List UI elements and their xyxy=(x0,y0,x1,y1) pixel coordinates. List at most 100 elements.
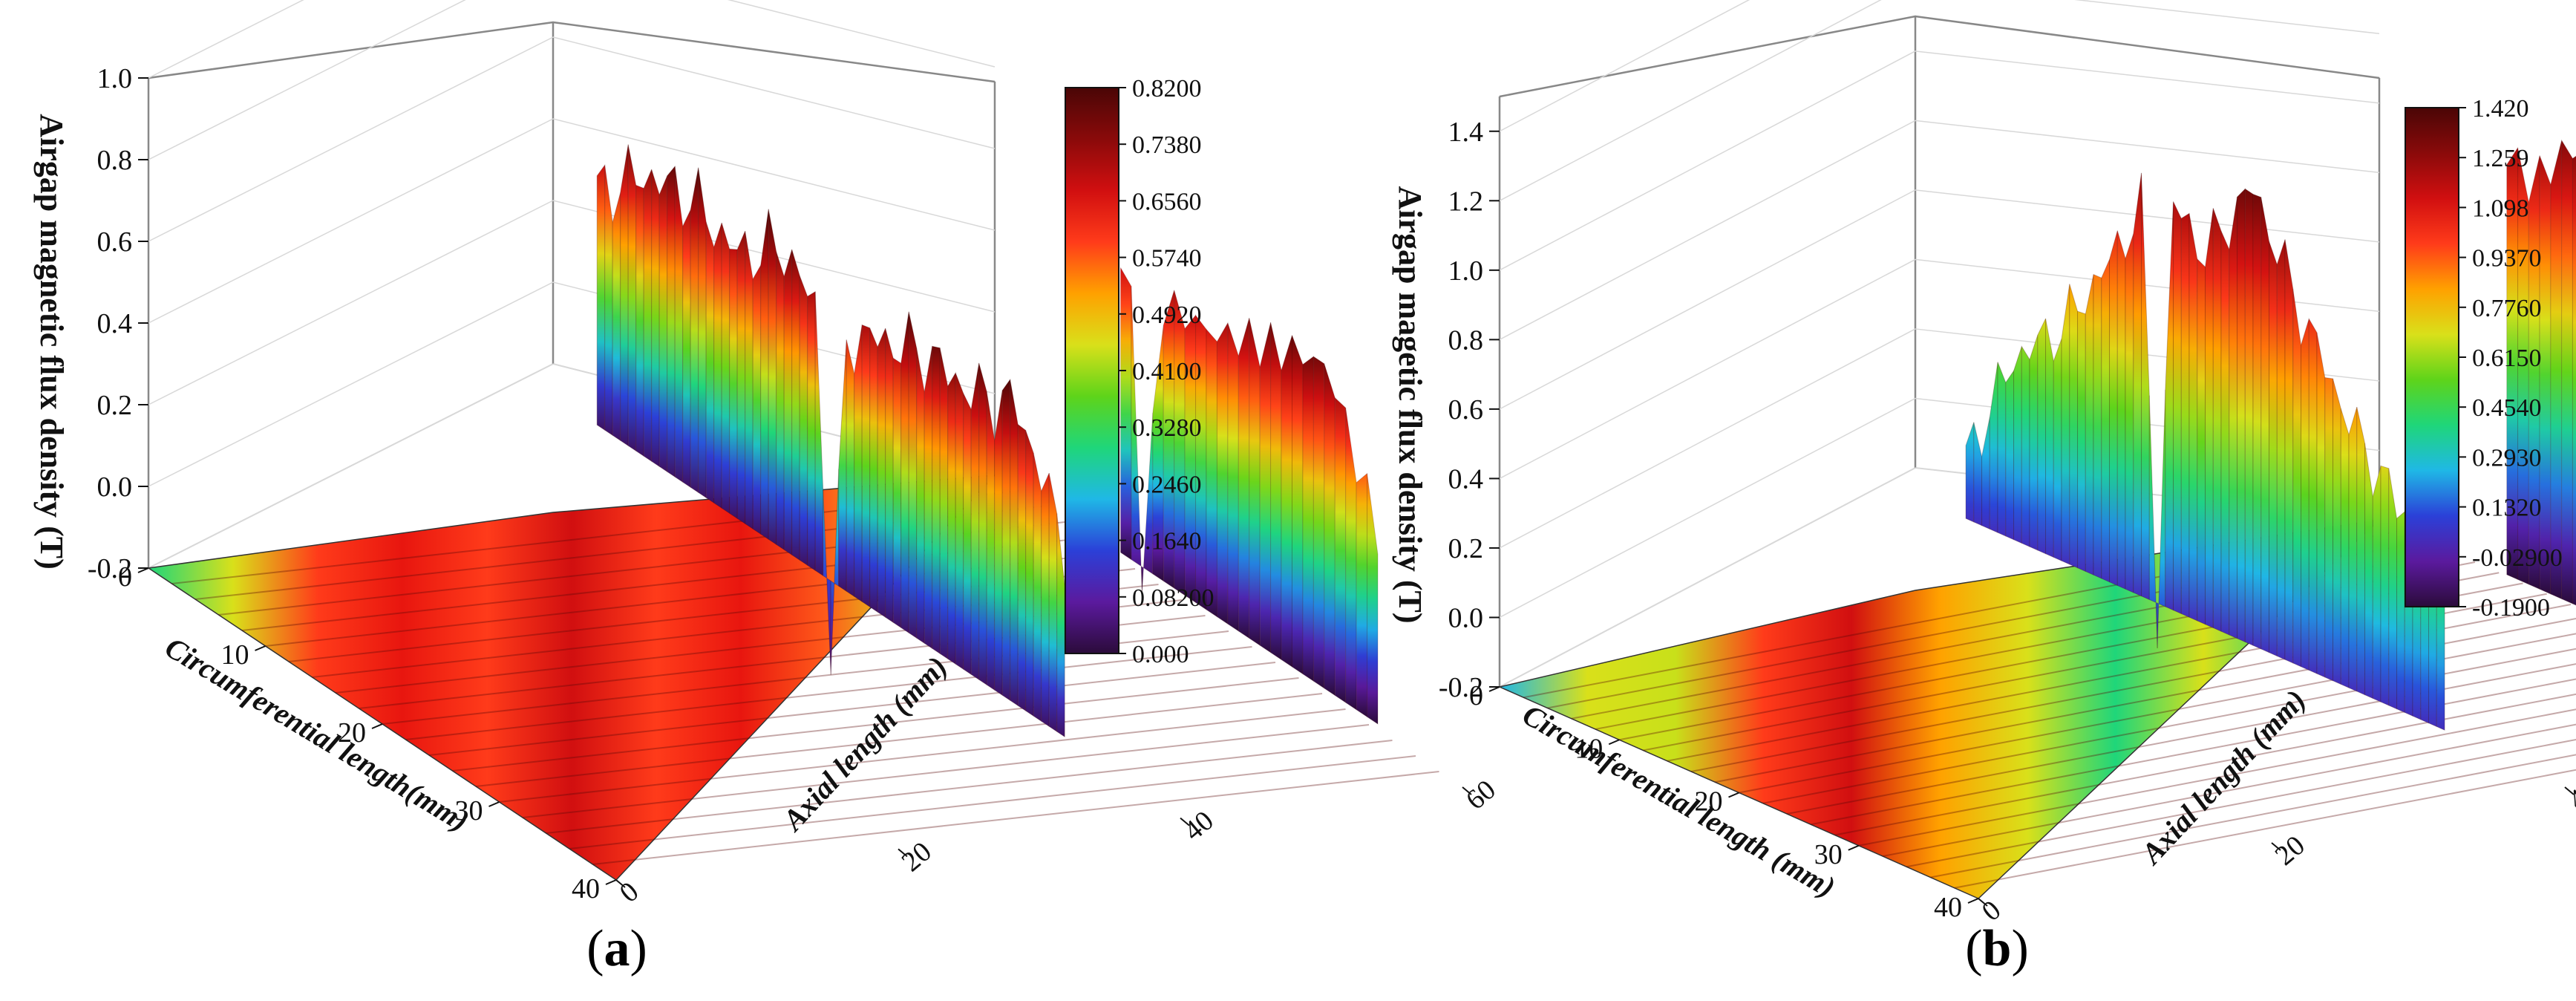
surface-front-face xyxy=(1238,318,1250,639)
x-tick-mark xyxy=(1848,844,1860,851)
y-tick-label: 20 xyxy=(896,836,938,878)
surface-front-face xyxy=(1270,322,1282,661)
surface-ribbon xyxy=(2333,378,2341,685)
x-tick-label: 20 xyxy=(1695,786,1723,818)
y-tick-label: 0 xyxy=(614,876,645,909)
surface-a xyxy=(596,144,1379,738)
floor-contour-line xyxy=(522,724,1370,818)
floor-contour-line xyxy=(405,646,1252,740)
surface-ribbon xyxy=(2396,510,2405,714)
surface-ribbon xyxy=(752,264,762,535)
surface-front-face xyxy=(1292,335,1304,675)
surface-ribbon xyxy=(2165,201,2174,611)
surface-ribbon xyxy=(612,192,621,442)
surface-ribbon xyxy=(2308,317,2318,674)
surface-ribbon xyxy=(2237,188,2246,643)
z-tick-label: 0.6 xyxy=(1448,394,1484,425)
floor-contour-line xyxy=(1739,633,2576,794)
x-ticks-a: 0 10 20 30 40 xyxy=(118,561,617,904)
floor-contour-line xyxy=(452,677,1299,772)
surface-ribbon xyxy=(2093,273,2102,579)
surface-ribbon xyxy=(2380,465,2390,706)
y-tick-mark xyxy=(2564,786,2575,795)
surface-ribbon xyxy=(760,209,769,541)
y-tick-mark xyxy=(1462,786,1472,795)
z-axis-label-b: Airgap magetic flux density (T) xyxy=(1392,186,1428,623)
surface-ribbon xyxy=(2244,188,2254,646)
z-tick-label: 0.6 xyxy=(97,226,133,258)
gridline-z xyxy=(1499,328,1916,549)
surface-ribbon xyxy=(2301,319,2309,671)
gridline-z xyxy=(148,200,554,405)
gridline-z xyxy=(1915,189,2380,243)
gridline-z xyxy=(148,281,554,487)
gridline-z xyxy=(2073,0,2380,35)
colorbar-tick-label: 0.3280 xyxy=(1132,414,1202,442)
x-tick-label: 0 xyxy=(1469,680,1483,711)
surface-ribbon xyxy=(2180,212,2190,618)
surface-ribbon xyxy=(1001,378,1011,702)
surface-ribbon xyxy=(729,248,738,520)
surface-ribbon xyxy=(2188,213,2198,622)
surface-ribbon xyxy=(1033,452,1042,723)
surface-ribbon xyxy=(2388,468,2398,710)
surface-front-face xyxy=(1302,356,1314,682)
surface-ribbon xyxy=(635,184,644,457)
surface-front-face xyxy=(2550,140,2563,600)
surface-ribbon xyxy=(2252,193,2262,650)
surface-ribbon xyxy=(869,327,878,613)
surface-ribbon xyxy=(776,251,785,551)
z-tick-label: 0.0 xyxy=(97,472,133,503)
colorbar-tick-label: 1.259 xyxy=(2472,145,2529,172)
surface-ribbon xyxy=(2005,369,2015,541)
colorbar-tick-label: 0.9370 xyxy=(2472,245,2542,273)
surface-ribbon xyxy=(900,311,909,634)
surface-ribbon xyxy=(1010,379,1019,707)
surface-front-face xyxy=(1367,473,1379,725)
surface-ribbon xyxy=(955,372,964,671)
colorbar-tick-label: 0.4920 xyxy=(1132,301,1202,329)
surface-front-face xyxy=(1120,266,1132,561)
surface-ribbon xyxy=(768,209,777,546)
surface-ribbon xyxy=(2109,230,2118,587)
surface-front-face xyxy=(1227,322,1239,632)
floor-contour-line xyxy=(569,755,1416,850)
surface-ribbon xyxy=(986,391,996,691)
x-tick-mark xyxy=(1728,792,1739,798)
gridline-z xyxy=(148,0,304,79)
gridline-z xyxy=(1499,189,1916,410)
surface-ribbon xyxy=(2340,408,2350,688)
surface-front-face xyxy=(1345,408,1357,711)
surface-ribbon xyxy=(674,166,684,483)
surface-ribbon xyxy=(2260,197,2270,653)
gridline-z xyxy=(148,118,554,324)
top-edge-b xyxy=(1499,15,2380,98)
z-ticks-a: -0.2 0.0 0.2 0.4 0.6 0.8 1.0 xyxy=(88,63,148,584)
x-tick-label: 0 xyxy=(118,561,132,593)
surface-ribbon xyxy=(791,249,800,561)
surface-ribbon xyxy=(846,339,855,598)
surface-ribbon xyxy=(2205,208,2214,629)
floor-contour-line xyxy=(592,771,1439,865)
surface-ribbon xyxy=(596,163,606,431)
surface-front-face xyxy=(2528,155,2540,590)
z-tick-label: 0.8 xyxy=(97,145,133,176)
surface-b xyxy=(1965,139,2576,731)
surface-ribbon xyxy=(2053,339,2062,561)
gridline-z xyxy=(1499,467,1916,688)
surface-ribbon xyxy=(916,348,925,645)
surface-ribbon xyxy=(2037,318,2047,555)
floor-contour-line xyxy=(1858,708,2576,847)
colorbar-ticks-b: 1.420 1.259 1.098 0.9370 0.7760 0.6150 0.4540 0… xyxy=(2459,95,2563,622)
gridline-z xyxy=(1499,0,1882,201)
colorbar-tick-label: 0.8200 xyxy=(1132,75,1202,102)
x-tick-mark xyxy=(1608,739,1620,746)
surface-ribbon xyxy=(2061,284,2070,565)
gridline-z xyxy=(1915,120,2380,174)
surface-front-face xyxy=(1259,322,1272,653)
surface-ribbon xyxy=(658,175,668,473)
surface-ribbon xyxy=(963,393,972,676)
surface-front-face xyxy=(1312,356,1325,689)
y-tick-mark xyxy=(1180,817,1190,826)
surface-front-face xyxy=(1356,472,1368,718)
